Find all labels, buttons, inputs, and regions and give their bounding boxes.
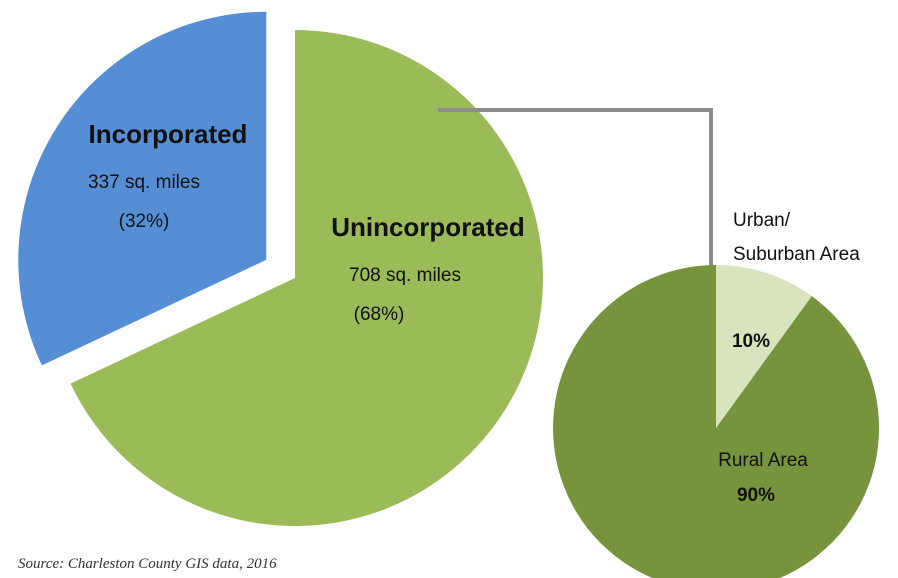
incorporated-area-label: 337 sq. miles <box>88 172 200 193</box>
incorporated-percent-label: (32%) <box>119 211 170 232</box>
urban-label-line-1: Urban/ <box>733 210 791 231</box>
source-note: Source: Charleston County GIS data, 2016 <box>18 556 277 573</box>
urban-percent-label: 10% <box>732 331 770 352</box>
incorporated-label: Incorporated <box>89 119 248 149</box>
unincorporated-area-label: 708 sq. miles <box>349 265 461 286</box>
rural-percent-label: 90% <box>737 485 775 506</box>
sub-pie <box>553 265 879 578</box>
urban-label-line-2: Suburban Area <box>733 244 860 265</box>
unincorporated-label: Unincorporated <box>331 212 525 242</box>
main-pie <box>18 12 543 526</box>
rural-label: Rural Area <box>718 450 808 471</box>
unincorporated-percent-label: (68%) <box>354 304 405 325</box>
